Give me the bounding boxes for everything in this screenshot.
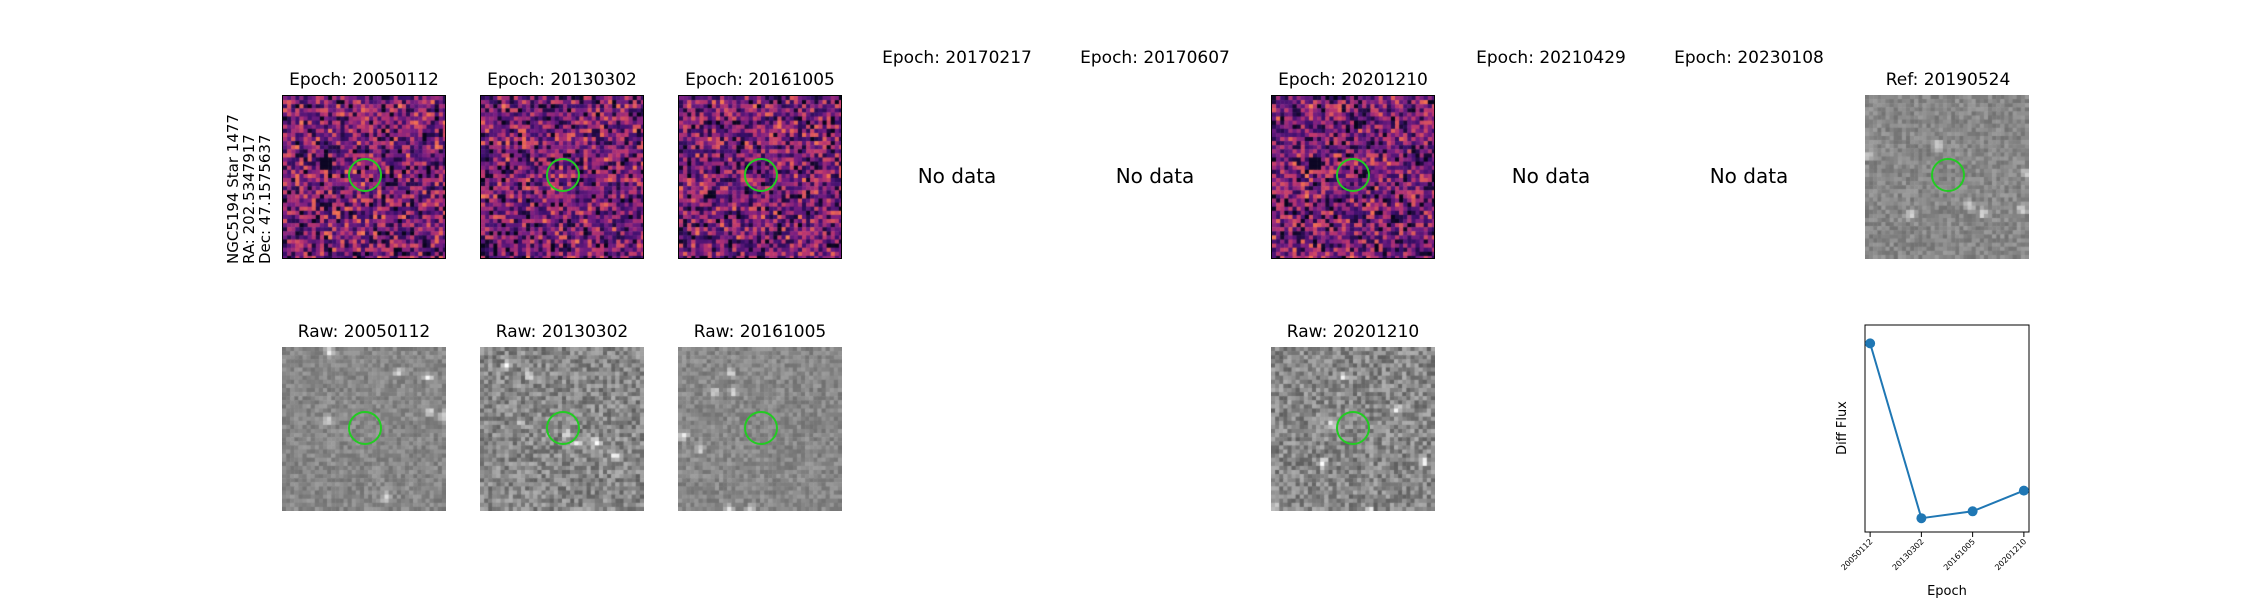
aperture-circle [1932,159,1964,191]
x-tick-label: 20130302 [1891,537,1926,572]
data-point [2019,486,2029,496]
aperture-circle [349,159,381,191]
data-point [1865,338,1875,348]
aperture-circle [547,412,579,444]
light-curve-chart: 20050112 20130302 20161005 20201210 Epoch D… [1820,315,2060,600]
data-point [1916,513,1926,523]
y-axis-label: Diff Flux [1835,401,1850,455]
aperture-circle [1337,412,1369,444]
plot-frame [1865,325,2029,532]
aperture-circle [745,159,777,191]
x-axis-label: Epoch [1927,584,1967,599]
x-tick-label: 20161005 [1942,537,1977,572]
x-tick-label: 20050112 [1839,537,1874,572]
x-tick-label: 20201210 [1993,537,2028,572]
aperture-circle [547,159,579,191]
aperture-circle [745,412,777,444]
series-line [1870,343,2024,518]
aperture-circle [1337,159,1369,191]
aperture-circle [349,412,381,444]
data-point [1968,506,1978,516]
